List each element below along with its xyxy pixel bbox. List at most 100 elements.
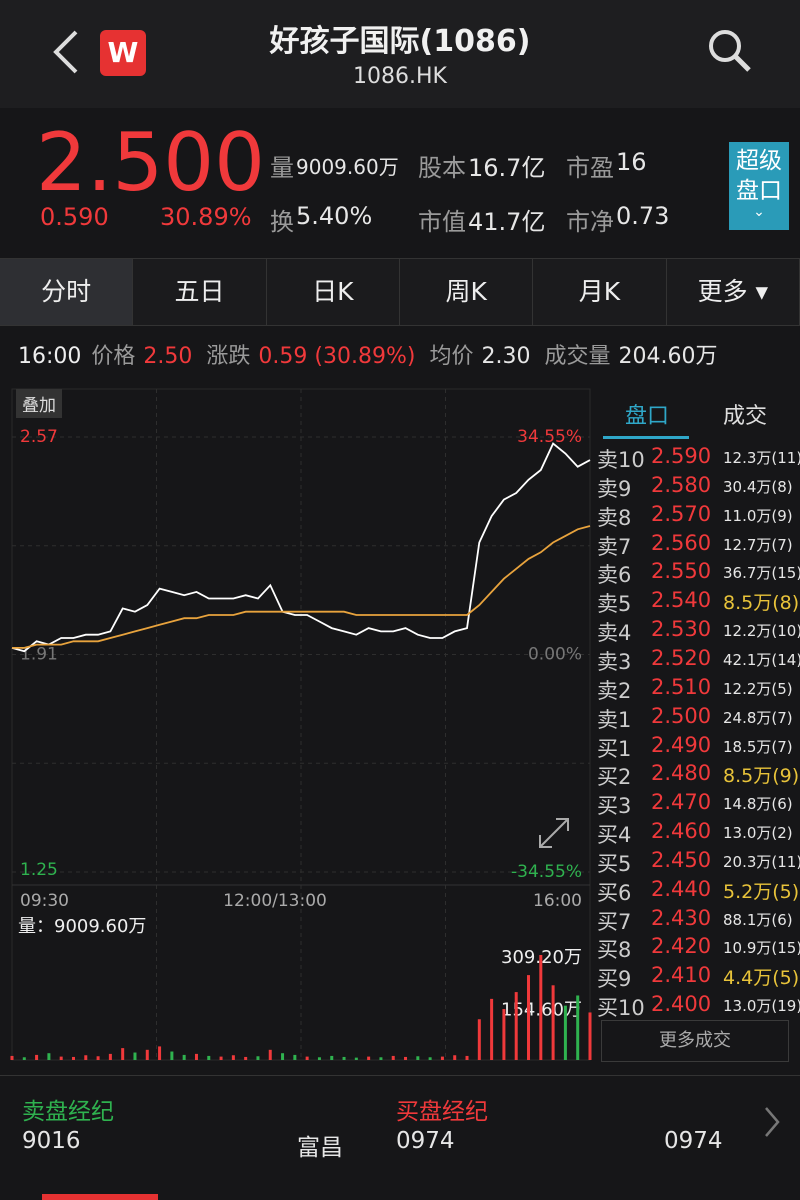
y-tick-label: 1.91 (20, 645, 58, 665)
volume-bar (367, 1056, 371, 1060)
volume-bar (170, 1051, 174, 1060)
stat-value: 41.7亿 (468, 208, 546, 236)
book-volume: 4.4万(5) (723, 967, 800, 990)
search-button[interactable] (705, 26, 753, 74)
book-level: 买2 (597, 765, 632, 790)
book-volume: 88.1万(6) (723, 910, 793, 929)
y-tick-label: 2.57 (20, 427, 58, 447)
x-tick-label: 12:00/13:00 (223, 891, 327, 911)
volume-bar (268, 1049, 272, 1060)
book-volume: 11.0万(9) (723, 506, 793, 525)
book-volume: 42.1万(14) (723, 650, 800, 669)
book-price: 2.410 (651, 963, 712, 988)
volume-bar (194, 1053, 198, 1060)
book-price: 2.560 (651, 530, 712, 555)
y2-tick-label: 34.55% (517, 427, 582, 447)
period-tab[interactable]: 五日 (133, 259, 267, 325)
stat-label: 市净 (566, 208, 614, 236)
info-value: 2.30 (481, 344, 531, 369)
volume-bar (465, 1055, 469, 1060)
book-price: 2.520 (651, 645, 712, 670)
book-tab[interactable]: 成交 (722, 404, 767, 429)
book-price: 2.490 (651, 732, 712, 757)
book-volume: 12.2万(10) (723, 622, 800, 641)
info-label: 涨跌 (206, 344, 251, 369)
volume-bar (379, 1057, 383, 1060)
book-price: 2.450 (651, 847, 712, 872)
volume-bar (490, 998, 494, 1060)
period-tab[interactable]: 更多 ▾ (667, 259, 800, 325)
stat-label: 股本 (418, 154, 466, 182)
period-tab[interactable]: 周K (400, 259, 534, 325)
volume-bar (96, 1056, 100, 1060)
period-tab[interactable]: 月K (533, 259, 667, 325)
stat-label: 市值 (418, 208, 466, 236)
book-volume: 24.8万(7) (723, 708, 793, 727)
divider (0, 1075, 800, 1076)
volume-bar (108, 1053, 112, 1060)
book-volume: 30.4万(8) (723, 477, 793, 496)
book-volume: 10.9万(15) (723, 939, 800, 958)
sell-broker-title: 卖盘经纪 (22, 1099, 114, 1125)
volume-bar (588, 1012, 592, 1060)
book-level: 买7 (597, 909, 632, 934)
info-value: 0.59 (30.89%) (258, 344, 416, 369)
info-line: 16:00 价格 2.50 涨跌 0.59 (30.89%) 均价 2.30 成交量 204.6… (18, 338, 731, 370)
volume-bar (330, 1055, 334, 1060)
broker-chevron[interactable] (760, 1104, 784, 1140)
info-value: 204.60万 (618, 344, 718, 369)
stat-value: 9009.60万 (296, 155, 399, 179)
buy-broker-title: 买盘经纪 (396, 1099, 488, 1125)
volume-bar (391, 1055, 395, 1060)
volume-bar (145, 1049, 149, 1060)
info-label: 价格 (91, 344, 136, 369)
volume-bar (576, 995, 580, 1060)
book-level: 卖1 (597, 707, 632, 732)
expand-icon[interactable] (539, 818, 569, 848)
overlay-button[interactable]: 叠加 (16, 389, 62, 418)
price-line (11, 442, 591, 653)
volume-bar (244, 1056, 248, 1060)
volume-bar (219, 1056, 223, 1060)
volume-bar (317, 1057, 321, 1060)
info-time: 16:00 (18, 344, 82, 369)
volume-bar (256, 1056, 260, 1060)
volume-bar (281, 1053, 285, 1060)
stat-label: 量 (270, 154, 294, 182)
info-value: 2.50 (143, 344, 193, 369)
volume-bar (527, 975, 531, 1060)
book-level: 卖6 (597, 563, 632, 588)
y2-tick-label: 0.00% (528, 645, 582, 665)
back-button[interactable] (48, 28, 84, 76)
broker-code: 9016 (22, 1128, 81, 1154)
volume-bar (404, 1056, 408, 1060)
book-price: 2.500 (651, 703, 712, 728)
book-price: 2.590 (651, 444, 712, 468)
broker-name: 富昌 (297, 1135, 343, 1161)
broker-name: 0974 (664, 1128, 723, 1154)
volume-bar (477, 1019, 481, 1060)
average-line (12, 525, 591, 649)
order-book: 盘口 成交 卖10 2.590 12.3万(11) 卖9 2.580 30.4万(8) 卖8 2.… (595, 388, 800, 1068)
period-tab[interactable]: 分时 (0, 259, 134, 325)
book-volume: 36.7万(15) (723, 564, 800, 583)
volume-bar (133, 1052, 137, 1060)
book-level: 买10 (597, 996, 645, 1021)
book-level: 卖7 (597, 534, 632, 559)
book-volume: 5.2万(5) (723, 880, 800, 903)
stat-value: 0.73 (616, 202, 670, 230)
x-tick-label: 16:00 (533, 891, 582, 911)
volume-bar (121, 1048, 125, 1060)
period-tab[interactable]: 日K (267, 259, 400, 325)
period-tabs: 分时 五日 日K 周K 月K 更多 ▾ (0, 258, 800, 326)
volume-bar (158, 1046, 162, 1060)
volume-bar (428, 1057, 432, 1060)
book-tab-underline (603, 436, 689, 439)
super-quote-button[interactable]: 超级 盘口 ⌄ (729, 142, 789, 230)
book-level: 卖4 (597, 621, 632, 646)
book-volume: 12.7万(7) (723, 535, 793, 554)
more-trades-button[interactable]: 更多成交 (601, 1020, 789, 1062)
stock-title: 好孩子国际(1086) (269, 24, 531, 59)
book-tab[interactable]: 盘口 (624, 404, 669, 429)
